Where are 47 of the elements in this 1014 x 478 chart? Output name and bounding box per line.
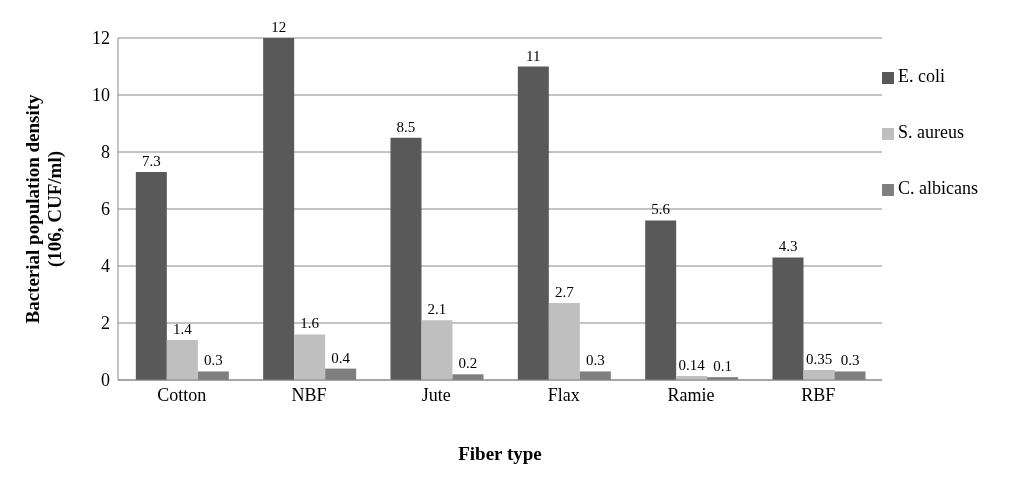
bar xyxy=(645,220,677,380)
y-tick-label: 8 xyxy=(101,142,110,163)
x-tick-label: RBF xyxy=(801,384,836,405)
x-tick-label: Jute xyxy=(421,384,451,405)
bar xyxy=(548,303,580,380)
bar xyxy=(517,66,549,380)
data-label: 5.6 xyxy=(651,201,671,218)
bar xyxy=(390,137,422,380)
data-label: 0.14 xyxy=(678,357,706,374)
data-label: 1.6 xyxy=(300,315,320,332)
bar xyxy=(135,171,167,380)
data-label: 0.1 xyxy=(713,358,733,375)
bar xyxy=(166,340,198,380)
data-label: 0.3 xyxy=(840,352,860,369)
data-label: 0.4 xyxy=(331,349,351,366)
x-tick-label: Ramie xyxy=(667,384,715,405)
y-tick-label: 12 xyxy=(92,28,110,49)
data-label: 0.2 xyxy=(458,355,478,372)
bar xyxy=(772,257,804,380)
y-tick-label: 6 xyxy=(101,199,110,220)
legend-label: S. aureus xyxy=(898,122,965,142)
data-label: 7.3 xyxy=(141,152,161,169)
y-axis-title: Bacterial population density (106, CUF/ml) xyxy=(22,93,66,324)
y-tick-label: 0 xyxy=(101,370,110,391)
data-label: 1.4 xyxy=(172,321,193,338)
data-label: 0.3 xyxy=(203,352,223,369)
y-tick-label: 10 xyxy=(92,85,110,106)
data-label: 2.1 xyxy=(427,301,447,318)
legend-label: E. coli xyxy=(898,66,946,86)
y-tick-label: 2 xyxy=(101,313,110,334)
data-label: 11 xyxy=(526,47,541,64)
x-tick-label: Cotton xyxy=(157,384,207,405)
bar xyxy=(421,320,453,380)
x-tick-label: Flax xyxy=(547,384,580,405)
data-label: 12 xyxy=(271,19,287,35)
x-axis-title: Fiber type xyxy=(458,443,542,464)
data-label: 0.35 xyxy=(805,351,833,368)
bar xyxy=(803,370,835,380)
y-tick-label: 4 xyxy=(101,256,110,277)
data-label: 8.5 xyxy=(396,118,416,135)
data-label: 2.7 xyxy=(554,284,575,301)
data-label: 4.3 xyxy=(778,238,798,255)
data-label: 0.3 xyxy=(585,352,605,369)
legend-label: C. albicans xyxy=(898,178,978,198)
x-tick-label: NBF xyxy=(291,384,327,405)
bar xyxy=(263,38,295,380)
bar xyxy=(294,334,326,380)
